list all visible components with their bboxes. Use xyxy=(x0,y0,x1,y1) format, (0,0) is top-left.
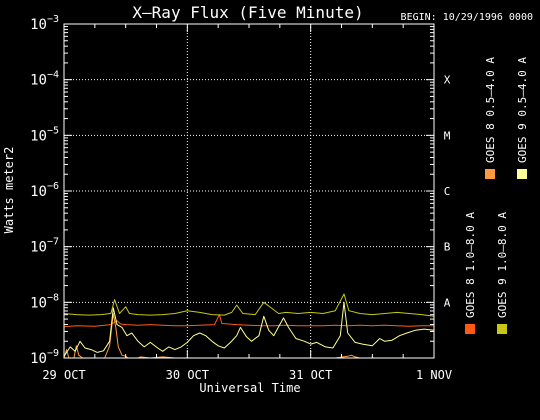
y-tick-exponent: −6 xyxy=(47,181,59,192)
y-tick-label: 10−6 xyxy=(30,181,59,200)
plot-frame xyxy=(63,23,435,359)
y-tick-exponent: −3 xyxy=(47,14,59,25)
y-tick-label: 10−8 xyxy=(30,292,59,311)
legend-swatch xyxy=(485,169,495,179)
x-tick-label: 31 OCT xyxy=(289,368,332,382)
y-tick-label: 10−4 xyxy=(30,70,59,89)
begin-date-label: BEGIN: 10/29/1996 0000 xyxy=(401,12,533,23)
y-tick-exponent: −4 xyxy=(47,70,59,81)
series-line-2 xyxy=(63,293,435,317)
series-line-1 xyxy=(63,313,434,359)
legend-swatch xyxy=(517,169,527,179)
axis-ticks: 29 OCT 30 OCT 31 OCT 1 NOV10−310−410−510−61… xyxy=(30,14,452,382)
y-tick-base: 10 xyxy=(30,128,47,144)
legend-label: GOES 9 0.5–4.0 A xyxy=(516,57,529,163)
y-tick-exponent: −7 xyxy=(47,237,59,248)
legend-swatch xyxy=(465,324,475,334)
y-axis-label: Watts meter2 xyxy=(2,147,16,234)
y-tick-exponent: −5 xyxy=(47,125,59,136)
y-tick-base: 10 xyxy=(30,351,47,367)
y-tick-label: 10−9 xyxy=(30,348,59,367)
y-tick-base: 10 xyxy=(30,240,47,256)
y-tick-base: 10 xyxy=(30,184,47,200)
y-tick-base: 10 xyxy=(30,17,47,33)
legend-label: GOES 8 1.0–8.0 A xyxy=(464,212,477,318)
flare-class-label: C xyxy=(444,185,451,198)
legend: GOES 8 1.0–8.0 A GOES 8 0.5–4.0 A GOES 9 1… xyxy=(464,57,529,334)
y-tick-label: 10−5 xyxy=(30,125,59,144)
flare-class-label: B xyxy=(444,241,451,254)
x-tick-label: 30 OCT xyxy=(166,368,209,382)
x-axis-label: Universal Time xyxy=(199,381,300,395)
y-tick-label: 10−7 xyxy=(30,237,59,256)
legend-label: GOES 9 1.0–8.0 A xyxy=(496,212,509,318)
y-tick-exponent: −8 xyxy=(47,292,59,303)
chart-title: X–Ray Flux (Five Minute) xyxy=(132,3,363,22)
x-tick-label: 29 OCT xyxy=(42,368,85,382)
y-tick-base: 10 xyxy=(30,295,47,311)
y-tick-base: 10 xyxy=(30,73,47,89)
flare-class-label: A xyxy=(444,296,451,309)
series-line-0 xyxy=(63,314,434,328)
flare-class-label: X xyxy=(444,74,451,87)
legend-label: GOES 8 0.5–4.0 A xyxy=(484,57,497,163)
y-tick-exponent: −9 xyxy=(47,348,59,359)
grid-lines xyxy=(64,24,434,358)
series-line-3 xyxy=(63,301,435,357)
legend-swatch xyxy=(497,324,507,334)
data-series xyxy=(63,293,435,359)
x-tick-label: 1 NOV xyxy=(416,368,452,382)
flare-class-label: M xyxy=(444,129,451,142)
y-tick-label: 10−3 xyxy=(30,14,59,33)
